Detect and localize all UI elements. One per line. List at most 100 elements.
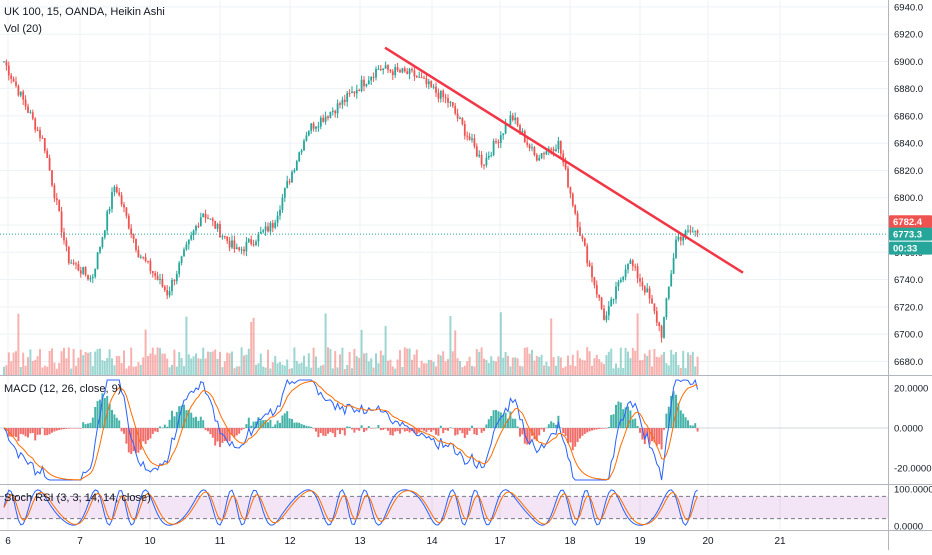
candle-body — [377, 68, 380, 70]
candle-body — [211, 218, 214, 221]
volume-bar — [10, 361, 13, 375]
macd-hist-bar — [579, 428, 581, 439]
volume-bar — [243, 355, 245, 375]
macd-hist-bar — [151, 428, 154, 434]
macd-hist-bar — [250, 425, 253, 428]
volume-bar — [41, 367, 44, 375]
price-tick-label: 6860.0 — [894, 111, 923, 122]
candle-body — [583, 238, 586, 246]
price-tick-label: 6880.0 — [894, 84, 923, 95]
candle-body — [235, 247, 238, 250]
macd-hist-bar — [187, 410, 190, 428]
macd-hist-bar — [483, 428, 485, 432]
macd-hist-bar — [432, 428, 435, 431]
volume-bar — [154, 354, 157, 375]
volume-bar — [257, 363, 260, 375]
volume-bar — [334, 351, 337, 375]
volume-bar — [123, 350, 125, 375]
candle-body — [202, 213, 205, 218]
macd-hist-bar — [367, 426, 370, 428]
macd-hist-bar — [276, 420, 279, 428]
macd-hist-bar — [283, 413, 286, 428]
price-tick-label: 6940.0 — [894, 2, 923, 13]
candle-body — [60, 211, 63, 233]
candle-body — [687, 230, 689, 232]
macd-hist-bar — [408, 428, 411, 433]
volume-bar — [202, 347, 205, 375]
macd-hist-bar — [372, 428, 375, 429]
price-marker-label: 00:33 — [893, 244, 917, 255]
stoch-rsi-label[interactable]: Stoch RSI (3, 3, 14, 14, close) — [4, 492, 151, 504]
candle-body — [336, 103, 339, 114]
volume-bar — [677, 364, 680, 375]
macd-label[interactable]: MACD (12, 26, close, 9) — [4, 383, 122, 395]
macd-hist-bar — [341, 428, 344, 431]
volume-bar — [151, 347, 154, 375]
candle-body — [185, 244, 188, 250]
volume-bar — [144, 329, 147, 375]
volume-bar — [226, 352, 229, 375]
candle-body — [423, 77, 425, 79]
macd-hist-bar — [94, 406, 97, 428]
candle-body — [127, 215, 130, 229]
candle-body — [63, 232, 65, 241]
macd-hist-bar — [547, 424, 550, 428]
volume-bar — [631, 347, 634, 375]
volume-bar — [207, 351, 209, 375]
macd-hist-bar — [111, 409, 113, 428]
candle-body — [231, 240, 233, 248]
volume-bar — [605, 355, 608, 375]
volume-bar — [569, 365, 572, 375]
volume-bar — [300, 362, 303, 375]
candle-body — [437, 92, 440, 99]
volume-bar — [485, 359, 488, 375]
volume-bar — [535, 355, 538, 375]
macd-hist-bar — [490, 415, 493, 428]
candle-body — [358, 90, 361, 92]
macd-hist-bar — [442, 428, 445, 434]
volume-bar — [238, 366, 241, 375]
volume-bar — [643, 353, 646, 375]
volume-bar — [401, 367, 404, 375]
volume-bar — [607, 351, 610, 375]
symbol-title[interactable]: UK 100, 15, OANDA, Heikin Ashi — [4, 6, 165, 18]
candle-body — [648, 288, 651, 299]
macd-hist-bar — [41, 427, 44, 429]
candle-body — [480, 154, 483, 165]
time-axis-label-13: 13 — [354, 536, 366, 547]
macd-hist-bar — [480, 428, 483, 433]
macd-hist-bar — [135, 428, 137, 453]
macd-hist-bar — [468, 428, 471, 431]
candle-body — [312, 123, 315, 129]
macd-hist-bar — [423, 428, 425, 431]
candle-body — [490, 155, 493, 157]
macd-hist-bar — [516, 426, 519, 428]
volume-bar — [432, 361, 435, 375]
volume-label[interactable]: Vol (20) — [4, 23, 42, 35]
volume-bar — [168, 367, 171, 375]
trendline — [384, 46, 744, 274]
volume-bar — [456, 358, 459, 375]
volume-bar — [204, 358, 207, 375]
time-axis-label-14: 14 — [426, 536, 438, 547]
volume-bar — [305, 366, 308, 375]
volume-bar — [439, 355, 442, 375]
candle-body — [15, 81, 17, 86]
macd-hist-bar — [211, 428, 214, 438]
macd-hist-bar — [247, 417, 250, 428]
candle-body — [190, 235, 193, 240]
macd-hist-bar — [65, 428, 68, 429]
candle-body — [595, 284, 598, 295]
candle-body — [72, 262, 75, 264]
candle-body — [192, 230, 195, 236]
candle-body — [487, 155, 490, 158]
volume-bar — [696, 356, 699, 375]
candle-body — [456, 113, 459, 119]
volume-bar — [87, 352, 89, 375]
volume-bar — [351, 368, 353, 375]
macd-hist-bar — [562, 428, 565, 434]
macd-hist-bar — [214, 428, 217, 446]
volume-bar — [667, 365, 670, 375]
candle-body — [535, 155, 538, 161]
